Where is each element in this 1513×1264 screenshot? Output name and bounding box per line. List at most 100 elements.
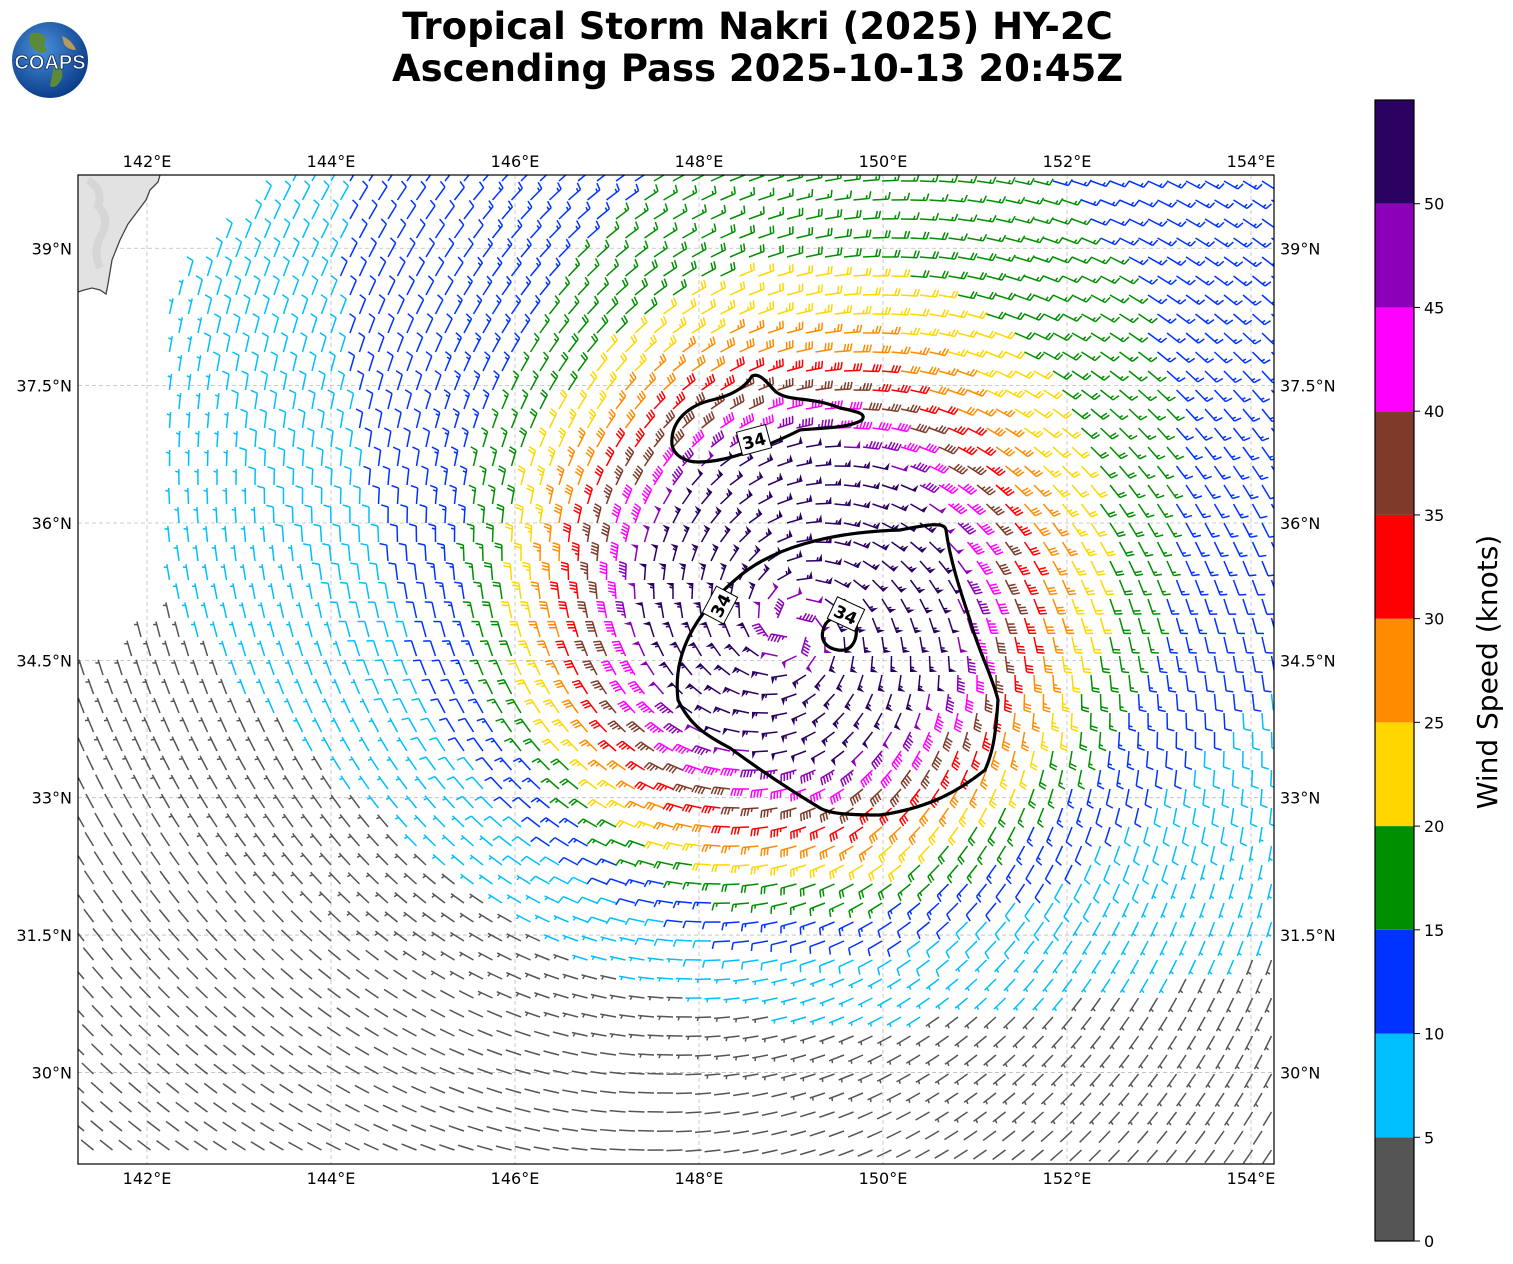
wind-barb — [83, 908, 95, 923]
wind-barb — [682, 335, 697, 353]
wind-barb — [934, 1035, 949, 1048]
wind-barb — [1100, 313, 1121, 323]
wind-barb — [326, 1026, 341, 1037]
wind-barb — [411, 1085, 427, 1094]
wind-barb — [281, 294, 290, 315]
wind-barb — [456, 756, 475, 771]
wind-barb — [118, 1101, 132, 1113]
wind-barb — [634, 315, 648, 334]
wind-barb — [1043, 351, 1064, 361]
wind-barb — [376, 370, 384, 391]
wind-barb — [976, 446, 997, 457]
wind-barb — [607, 720, 627, 733]
wind-barb — [1159, 940, 1168, 956]
wind-barb — [663, 334, 677, 353]
wind-barb — [434, 218, 445, 239]
wind-barb — [906, 940, 921, 958]
wind-barb — [643, 371, 657, 391]
wind-barb — [666, 682, 684, 695]
wind-barb — [377, 180, 388, 201]
wind-barb — [581, 1128, 598, 1132]
wind-barb — [829, 788, 845, 805]
wind-barb — [1261, 294, 1274, 306]
wind-barb — [623, 621, 636, 638]
wind-barb — [1176, 1054, 1187, 1069]
wind-barb — [1134, 807, 1142, 828]
wind-barb — [1120, 940, 1130, 956]
wind-barb — [111, 928, 123, 942]
wind-barb — [385, 833, 399, 847]
wind-barb — [1176, 313, 1196, 325]
wind-barbs — [78, 175, 1274, 1164]
wind-barb — [377, 294, 386, 315]
wind-barb — [1214, 1130, 1225, 1145]
wind-barb — [1244, 1035, 1254, 1051]
wind-barb — [643, 409, 656, 429]
wind-barb — [1008, 788, 1017, 809]
wind-barb — [1021, 1092, 1035, 1106]
wind-barb — [910, 503, 928, 513]
wind-barb — [634, 781, 655, 791]
wind-barb — [957, 329, 978, 338]
wind-barb — [527, 446, 537, 467]
wind-barb — [1147, 598, 1161, 615]
wind-barb — [881, 636, 892, 653]
wind-barb — [510, 257, 522, 277]
wind-barb — [178, 832, 190, 847]
wind-barb — [1194, 579, 1209, 596]
wind-barb — [1118, 427, 1138, 440]
wind-barb — [824, 247, 843, 258]
wind-barb — [1060, 1054, 1073, 1068]
wind-barb — [862, 521, 881, 530]
wind-barb — [1023, 940, 1035, 955]
wind-barb — [309, 871, 323, 885]
wind-barb — [986, 389, 1007, 398]
wind-barb — [704, 1149, 721, 1153]
wind-barb — [750, 864, 769, 875]
wind-barb — [928, 579, 945, 594]
wind-barb — [219, 640, 228, 657]
wind-barb — [723, 1149, 740, 1154]
wind-barb — [887, 902, 902, 920]
wind-barb — [1270, 465, 1274, 472]
wind-barb — [919, 251, 940, 260]
wind-barb — [457, 1144, 474, 1151]
wind-barb — [1077, 769, 1085, 790]
wind-barb — [380, 504, 389, 524]
wind-barb — [356, 852, 370, 866]
wind-barb — [1038, 769, 1047, 790]
wind-barb — [931, 750, 943, 771]
wind-barb — [404, 795, 418, 809]
wind-barb — [733, 1054, 750, 1061]
wind-barb — [266, 659, 275, 676]
wind-barb — [268, 545, 275, 562]
wind-barb — [957, 483, 978, 495]
wind-barb — [751, 623, 769, 638]
wind-barb — [429, 1086, 446, 1094]
wind-barb — [1270, 389, 1274, 395]
wind-barb — [268, 427, 277, 448]
wind-barb — [177, 355, 183, 372]
wind-barb — [82, 947, 95, 961]
wind-barb — [175, 468, 180, 486]
wind-barb — [466, 523, 475, 543]
wind-barb — [368, 199, 378, 220]
wind-barb — [1236, 940, 1244, 957]
wind-barb — [605, 878, 626, 886]
wind-barb — [505, 522, 514, 543]
wind-barb — [1239, 826, 1248, 847]
wind-barb — [449, 970, 465, 980]
wind-barb — [721, 883, 740, 892]
wind-barb — [335, 1084, 351, 1094]
wind-barb — [153, 621, 161, 638]
wind-barb — [1137, 693, 1147, 713]
wind-barb — [760, 807, 778, 819]
wind-barb — [356, 659, 370, 676]
wind-barb — [175, 430, 181, 448]
wind-barb — [387, 175, 393, 182]
wind-barb — [811, 712, 826, 729]
wind-barb — [1187, 997, 1197, 1013]
wind-barb — [1224, 1073, 1235, 1089]
wind-barb — [485, 523, 494, 543]
map-title-line-2: Ascending Pass 2025-10-13 20:45Z — [391, 47, 1124, 90]
